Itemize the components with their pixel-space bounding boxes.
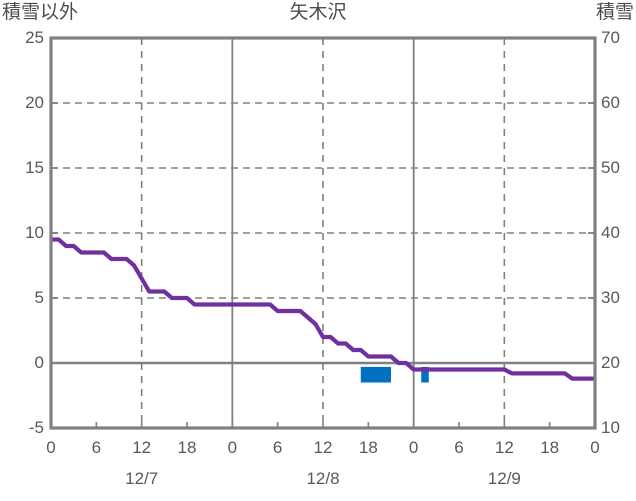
x-axis-tick-label: 0 (46, 438, 56, 457)
x-axis-day-label: 12/9 (487, 469, 521, 488)
x-axis-tick-label: 18 (177, 438, 197, 457)
x-axis-tick-label: 6 (91, 438, 102, 457)
temperature-line (51, 237, 595, 381)
y-axis-left-tick-label: 15 (25, 158, 44, 177)
y-axis-right-tick-label: 30 (601, 288, 620, 307)
x-axis-day-label: 12/8 (306, 469, 340, 488)
snow-bar (421, 366, 429, 383)
x-axis-tick-label: 12 (494, 438, 514, 457)
y-axis-left-tick-label: 10 (25, 223, 44, 242)
x-axis-tick-label: 12 (313, 438, 333, 457)
x-axis-tick-label: 0 (590, 438, 600, 457)
y-axis-left-tick-label: 25 (25, 28, 44, 47)
y-axis-left-tick-label: 5 (34, 288, 44, 307)
y-axis-left-tick-label: 0 (34, 353, 44, 372)
x-axis-tick-label: 0 (227, 438, 238, 457)
y-axis-right-tick-label: 60 (601, 93, 620, 112)
left-axis-title: 積雪以外 (2, 2, 79, 23)
y-axis-right-tick-label: 70 (601, 28, 620, 47)
x-axis-tick-label: 6 (272, 438, 283, 457)
right-axis-title: 積雪 (595, 2, 634, 23)
x-axis-tick-label: 0 (408, 438, 419, 457)
x-axis-day-label: 12/7 (125, 469, 159, 488)
y-axis-left-tick-label: -5 (28, 418, 44, 437)
y-axis-left-tick-label: 20 (25, 93, 44, 112)
y-axis-right-tick-label: 50 (601, 158, 620, 177)
x-axis-tick-label: 18 (358, 438, 378, 457)
y-axis-right-tick-label: 10 (601, 418, 620, 437)
x-axis-tick-label: 6 (454, 438, 464, 457)
x-axis-tick-label: 18 (540, 438, 560, 457)
chart-title: 矢木沢 (289, 2, 347, 23)
y-axis-right-tick-label: 40 (601, 223, 620, 242)
snow-bar (360, 366, 391, 383)
y-axis-right-tick-label: 20 (601, 353, 620, 372)
x-axis-tick-label: 12 (132, 438, 152, 457)
